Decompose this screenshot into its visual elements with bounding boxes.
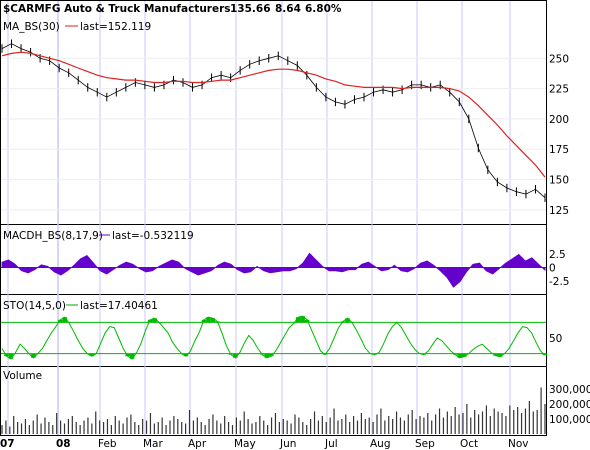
- macd-panel: [1, 252, 546, 288]
- panel-frames: [0, 0, 547, 436]
- x-tick-label: Jun: [279, 438, 296, 450]
- price-panel: [1, 39, 546, 211]
- macd-y-tick: -2.5: [549, 276, 570, 288]
- last-price: 135.66: [230, 3, 271, 15]
- sto-y-tick: 50: [549, 333, 562, 345]
- x-tick-label: Mar: [143, 438, 163, 450]
- x-tick-label: 07: [0, 438, 15, 450]
- macd-label: MACDH_BS(8,17,9): [3, 230, 103, 242]
- x-tick-label: Oct: [460, 438, 478, 450]
- volume-y-tick: 200,000: [549, 399, 590, 411]
- volume-panel: [1, 387, 546, 434]
- month-gridlines: [7, 1, 511, 435]
- ma-label: MA_BS(30): [3, 21, 60, 33]
- price-y-tick: 200: [549, 114, 569, 126]
- price-y-tick: 125: [549, 205, 569, 217]
- price-y-tick: 225: [549, 84, 569, 96]
- volume-y-tick: 100,000: [549, 414, 590, 426]
- x-tick-label: Nov: [508, 438, 529, 450]
- price-y-tick: 150: [549, 175, 569, 187]
- price-change-pct: 6.80%: [305, 3, 342, 15]
- sto-label: STO(14,5,0): [3, 300, 66, 312]
- chart-title: $CARMFG Auto & Truck Manufacturers: [3, 3, 231, 15]
- volume-panel-frame: [0, 366, 547, 436]
- stochastic-panel: [1, 315, 548, 360]
- x-tick-label: Jul: [324, 438, 338, 450]
- volume-y-tick: 300,000: [549, 384, 590, 396]
- price-y-tick: 250: [549, 53, 569, 65]
- price-series-line: [1, 43, 546, 198]
- x-tick-label: Feb: [98, 438, 117, 450]
- macd-y-tick: 0: [549, 263, 556, 275]
- ma-last-label: last=152.119: [80, 21, 151, 33]
- sto-last-label: last=17.40461: [80, 300, 158, 312]
- x-tick-label: May: [234, 438, 256, 450]
- moving-average-line: [1, 51, 546, 178]
- macd-histogram-area: [1, 252, 546, 288]
- x-tick-labels: 07 08 Feb Mar Apr May Jun Jul Aug Sep Oct Nov: [0, 438, 529, 450]
- x-tick-label: Aug: [370, 438, 391, 450]
- x-tick-label: 08: [56, 438, 71, 450]
- y-tick-labels: 250 225 200 175 150 125 2.5 0-2.5 50 300,000 200,0…: [549, 53, 590, 426]
- price-y-tick: 175: [549, 144, 569, 156]
- macd-last-label: last=-0.532119: [112, 230, 194, 242]
- volume-label: Volume: [3, 370, 42, 382]
- price-panel-frame: [0, 0, 547, 225]
- x-tick-label: Sep: [415, 438, 435, 450]
- price-change: 8.64: [275, 3, 301, 15]
- macd-y-tick: 2.5: [549, 249, 566, 261]
- x-tick-label: Apr: [188, 438, 207, 450]
